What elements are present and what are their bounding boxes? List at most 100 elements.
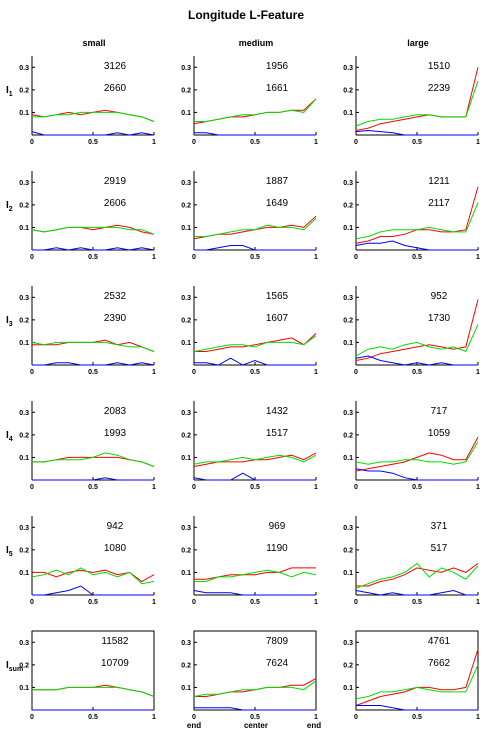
series-line-blue (194, 245, 316, 251)
series-line-blue (355, 129, 478, 136)
y-tick-label: 0.1 (181, 685, 191, 692)
y-tick-label: 0.1 (19, 455, 29, 462)
y-tick-label: 0.2 (343, 662, 353, 669)
series-line-blue (32, 247, 155, 251)
y-tick-label: 0.1 (19, 110, 29, 117)
y-tick-label: 0.1 (19, 685, 29, 692)
axes-frame (355, 630, 479, 711)
panel-large-row3: 0.1 0.2 0.3 0 0.5 1 952 1730 (343, 286, 480, 376)
count-label: 1565 (266, 291, 289, 302)
count-label: 1649 (266, 198, 289, 209)
x-tick-label: 0 (354, 369, 358, 376)
row-label: I4 (6, 430, 13, 443)
count-label: 517 (431, 543, 448, 554)
panel-small-row4: 0.1 0.2 0.3 0 0.5 1 2083 1993 I4 (6, 401, 156, 491)
series-line-red (355, 648, 479, 706)
y-tick-label: 0.3 (181, 525, 191, 532)
count-label: 942 (107, 521, 124, 532)
y-tick-label: 0.3 (19, 295, 29, 302)
x-tick-label: 1 (152, 139, 156, 146)
x-tick-label: 0 (30, 139, 34, 146)
series-line-green (193, 680, 317, 697)
x-tick-label: 1 (152, 714, 156, 721)
series-line-red (32, 456, 155, 467)
x-tick-label: 1 (476, 714, 480, 721)
x-tick-label: 1 (314, 369, 318, 376)
x-tick-label: 0 (354, 714, 358, 721)
series-line-green (355, 562, 479, 589)
panel-large-row1: 0.1 0.2 0.3 0 0.5 1 1510 2239 (343, 56, 480, 146)
count-label: 1517 (266, 428, 289, 439)
series-line-green (194, 569, 317, 582)
y-tick-label: 0.2 (19, 317, 29, 324)
count-label: 1956 (266, 61, 289, 72)
bottom-label-end-right: end (307, 721, 321, 730)
series-line-red (356, 562, 479, 587)
count-label: 2117 (428, 198, 450, 209)
y-tick-label: 0.2 (181, 432, 191, 439)
series-line-green (32, 452, 155, 467)
series-line-red (194, 333, 317, 352)
panel-large-row6: 0.1 0.2 0.3 0 0.5 1 4761 7662 (343, 630, 480, 721)
x-tick-label: 0.5 (412, 254, 422, 261)
panel-medium-row6: 0.1 0.2 0.3 0 0.5 1 7809 7624 (181, 630, 318, 721)
x-tick-label: 0 (192, 139, 196, 146)
column-label-small: small (82, 38, 105, 48)
y-tick-label: 0.2 (19, 202, 29, 209)
panel-large-row2: 0.1 0.2 0.3 0 0.5 1 1211 2117 (343, 171, 480, 261)
panel-large-row5: 0.1 0.2 0.3 0 0.5 1 371 517 (343, 516, 480, 606)
series-line-green (355, 80, 479, 127)
series-line-green (355, 324, 479, 357)
x-tick-label: 1 (152, 599, 156, 606)
count-label: 11582 (101, 636, 129, 647)
x-tick-label: 0 (192, 599, 196, 606)
series-line-red (32, 569, 155, 583)
x-tick-label: 0.5 (250, 254, 260, 261)
chart-title: Longitude L-Feature (188, 8, 304, 22)
row-label: I3 (6, 315, 13, 328)
bottom-label-end-left: end (187, 721, 201, 730)
count-label: 2239 (428, 83, 451, 94)
y-tick-label: 0.3 (19, 65, 29, 72)
y-tick-label: 0.2 (181, 547, 191, 554)
series-line-blue (356, 705, 478, 711)
series-line-blue (194, 357, 316, 366)
series-line-blue (32, 362, 155, 366)
y-tick-label: 0.1 (343, 340, 353, 347)
x-tick-label: 0 (354, 599, 358, 606)
x-tick-label: 1 (314, 484, 318, 491)
row-label: Isum (6, 660, 23, 673)
series-line-blue (355, 355, 478, 366)
y-tick-label: 0.1 (181, 225, 191, 232)
y-tick-label: 0.1 (19, 225, 29, 232)
count-label: 2606 (104, 198, 127, 209)
series-line-red (355, 186, 479, 244)
y-tick-label: 0.1 (181, 110, 191, 117)
series-line-red (355, 299, 479, 361)
count-label: 7624 (266, 658, 289, 669)
x-tick-label: 0.5 (88, 139, 98, 146)
series-line-red (355, 67, 479, 131)
series-line-green (32, 686, 155, 697)
x-tick-label: 0.5 (88, 714, 98, 721)
y-tick-label: 0.3 (343, 410, 353, 417)
series-line-green (31, 341, 155, 352)
panel-large-row4: 0.1 0.2 0.3 0 0.5 1 717 1059 (343, 401, 480, 491)
x-tick-label: 0.5 (88, 369, 98, 376)
count-label: 371 (431, 521, 448, 532)
x-tick-label: 1 (476, 369, 480, 376)
x-tick-label: 0.5 (250, 139, 260, 146)
count-label: 1661 (266, 83, 289, 94)
y-tick-label: 0.2 (19, 547, 29, 554)
y-tick-label: 0.2 (181, 87, 191, 94)
y-tick-label: 0.1 (343, 110, 353, 117)
count-label: 2083 (104, 406, 127, 417)
count-label: 1080 (104, 543, 127, 554)
y-tick-label: 0.3 (343, 640, 353, 647)
y-tick-label: 0.1 (19, 340, 29, 347)
x-tick-label: 0 (30, 714, 34, 721)
panel-medium-row3: 0.1 0.2 0.3 0 0.5 1 1565 1607 (181, 286, 318, 376)
x-tick-label: 0.5 (250, 714, 260, 721)
